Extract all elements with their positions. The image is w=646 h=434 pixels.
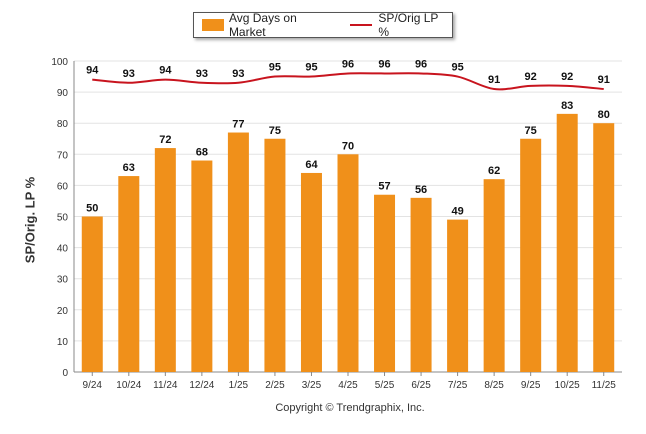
y-tick-label: 70 <box>57 150 69 161</box>
bar-value-label: 80 <box>598 109 610 121</box>
x-tick-label: 9/24 <box>83 380 103 391</box>
bar <box>410 197 432 372</box>
line-value-label: 92 <box>525 71 537 83</box>
legend-item-line: SP/Orig LP % <box>350 11 452 39</box>
line-value-label: 93 <box>196 68 208 80</box>
y-tick-label: 100 <box>51 57 68 68</box>
x-tick-label: 10/25 <box>555 380 580 391</box>
bar <box>118 176 140 372</box>
bar <box>264 138 286 372</box>
y-tick-label: 20 <box>57 306 69 317</box>
y-tick-label: 10 <box>57 337 69 348</box>
x-tick-label: 7/25 <box>448 380 468 391</box>
line-value-label: 96 <box>378 58 390 70</box>
bar <box>191 160 213 372</box>
x-tick-label: 11/25 <box>592 380 617 391</box>
x-tick-label: 11/24 <box>153 380 178 391</box>
line-value-label: 91 <box>488 74 500 86</box>
x-tick-label: 10/24 <box>116 380 141 391</box>
x-tick-label: 1/25 <box>229 380 249 391</box>
y-tick-label: 80 <box>57 119 69 130</box>
bar-value-label: 50 <box>86 203 98 215</box>
bar-value-label: 68 <box>196 147 208 159</box>
line-value-label: 91 <box>598 74 610 86</box>
line-value-label: 92 <box>561 71 573 83</box>
x-tick-label: 6/25 <box>411 380 431 391</box>
legend-bar-label: Avg Days on Market <box>228 11 297 39</box>
bar-value-label: 75 <box>525 125 537 137</box>
line-value-label: 93 <box>232 68 244 80</box>
bar-value-label: 72 <box>159 134 171 146</box>
y-tick-label: 0 <box>62 368 68 379</box>
copyright-text: Copyright © Trendgraphix, Inc. <box>275 402 425 414</box>
line-value-label: 93 <box>123 68 135 80</box>
bar <box>447 219 469 372</box>
bar-value-label: 63 <box>123 162 135 174</box>
line-value-label: 95 <box>305 62 317 74</box>
legend-item-bar: Avg Days on Market <box>202 11 336 39</box>
legend-line-label: SP/Orig LP % <box>378 11 439 39</box>
bar-value-label: 70 <box>342 140 354 152</box>
y-axis-title: SP/Orig. LP % <box>22 176 38 264</box>
bar-value-label: 77 <box>232 119 244 131</box>
line-value-label: 94 <box>159 65 172 77</box>
bar <box>520 138 542 372</box>
line-value-label: 95 <box>269 62 281 74</box>
y-tick-label: 30 <box>57 275 69 286</box>
bar <box>337 154 359 372</box>
line-value-label: 95 <box>451 62 463 74</box>
legend-bar-swatch <box>202 19 224 31</box>
bar <box>154 148 176 372</box>
line-series <box>92 72 604 91</box>
bar <box>227 132 249 372</box>
bar <box>483 179 505 372</box>
y-tick-label: 40 <box>57 244 69 255</box>
bar <box>81 216 103 372</box>
line-value-label: 96 <box>342 58 354 70</box>
y-tick-label: 50 <box>57 213 69 224</box>
bar-value-label: 62 <box>488 165 500 177</box>
y-tick-label: 90 <box>57 88 69 99</box>
bar-value-label: 56 <box>415 184 427 196</box>
bar-value-label: 49 <box>451 206 463 218</box>
x-tick-label: 9/25 <box>521 380 541 391</box>
x-tick-label: 4/25 <box>338 380 358 391</box>
line-value-label: 94 <box>86 65 99 77</box>
y-tick-label: 60 <box>57 181 69 192</box>
bar <box>300 172 322 372</box>
x-tick-label: 2/25 <box>265 380 285 391</box>
bar <box>593 123 615 372</box>
x-tick-label: 12/24 <box>189 380 214 391</box>
bar-value-label: 75 <box>269 125 281 137</box>
legend-line-swatch <box>350 24 373 26</box>
x-tick-label: 8/25 <box>484 380 504 391</box>
line-value-label: 96 <box>415 58 427 70</box>
bar-value-label: 64 <box>305 159 318 171</box>
bar-value-label: 83 <box>561 100 573 112</box>
bar-value-label: 57 <box>378 181 390 193</box>
bar <box>556 113 578 373</box>
bar <box>374 194 396 372</box>
x-tick-label: 3/25 <box>302 380 322 391</box>
x-tick-label: 5/25 <box>375 380 395 391</box>
legend: Avg Days on Market SP/Orig LP % <box>193 11 453 39</box>
